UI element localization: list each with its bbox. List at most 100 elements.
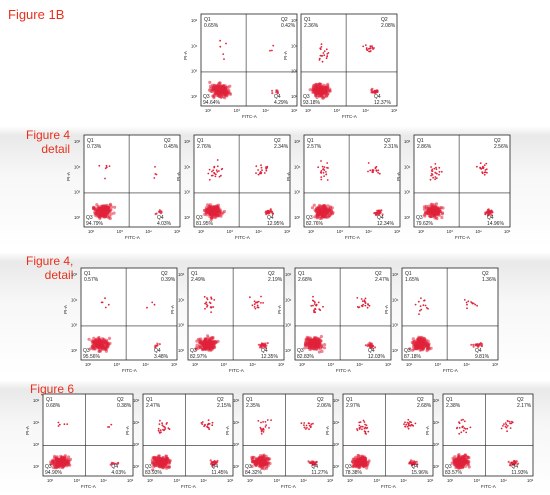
quadrant-label-q4: Q4 [261, 348, 268, 354]
data-point [430, 174, 432, 177]
data-point [320, 170, 323, 172]
data-point [361, 428, 363, 431]
data-point [365, 466, 369, 470]
data-point [355, 460, 359, 464]
data-point [268, 427, 270, 429]
data-point [372, 48, 374, 50]
x-axis-label: FITC-A [481, 484, 497, 489]
y-tick-label: 10³ [285, 323, 292, 328]
data-point [219, 209, 223, 213]
data-point [223, 58, 225, 60]
data-point [466, 455, 470, 459]
data-point [319, 171, 322, 174]
dot-cluster-q3 [450, 453, 471, 470]
data-point [206, 344, 210, 348]
data-point [260, 302, 262, 304]
quadrant-value-q4: 3.48% [154, 354, 169, 360]
data-point [208, 212, 212, 216]
data-point [427, 214, 431, 218]
y-tick-label: 10³ [392, 323, 399, 328]
data-point [464, 428, 467, 430]
quadrant-label-q3: Q3 [196, 215, 203, 221]
y-tick-label: 10³ [294, 190, 301, 195]
data-point [467, 465, 471, 469]
data-point [329, 211, 333, 215]
x-tick-label: 10⁵ [127, 478, 134, 483]
y-tick-label: 10⁴ [191, 43, 198, 48]
data-point [484, 169, 487, 171]
x-tick-label: 10⁴ [356, 362, 363, 367]
data-point [359, 421, 362, 423]
x-tick-label: 10⁴ [500, 478, 507, 483]
data-point [212, 460, 215, 464]
data-point [364, 44, 367, 46]
data-point [367, 430, 370, 433]
y-axis-label: PI-A [396, 171, 401, 181]
data-point [321, 165, 324, 168]
data-point [154, 460, 158, 465]
data-point [436, 172, 438, 175]
dot-scatter-upper [257, 419, 314, 435]
quadrant-value-q2: 1.36% [482, 277, 497, 283]
data-point [113, 205, 117, 209]
data-point [414, 422, 417, 425]
data-point [257, 300, 260, 303]
data-point [414, 344, 418, 348]
y-tick-label: 10⁵ [191, 18, 198, 23]
quadrant-label-q2: Q2 [317, 397, 324, 403]
flow-plot-3-0: Q10.68%Q20.38%Q394.90%Q44.03%10⁵10⁴10³10… [25, 393, 134, 489]
y-tick-label: 10⁵ [233, 398, 240, 403]
data-point [102, 212, 106, 216]
data-point [103, 215, 107, 219]
data-point [95, 211, 99, 215]
quadrant-label-q3: Q3 [345, 464, 352, 470]
quadrant-value-q2: 2.34% [274, 144, 289, 150]
data-point [316, 88, 320, 92]
data-point [108, 203, 112, 207]
data-point [465, 431, 468, 434]
data-point [202, 343, 206, 347]
data-point [67, 461, 71, 465]
data-point [435, 212, 439, 216]
dot-scatter-upper [318, 43, 375, 63]
data-point [208, 168, 211, 171]
data-point [214, 89, 219, 93]
data-point [154, 456, 159, 460]
data-point [374, 166, 377, 169]
data-point [207, 419, 210, 421]
data-point [371, 87, 374, 90]
data-point [412, 339, 416, 343]
dot-cluster-q3 [150, 454, 172, 472]
data-point [378, 172, 381, 175]
data-point [472, 343, 475, 346]
data-point [52, 465, 56, 470]
data-point [417, 300, 420, 303]
y-tick-label: 10² [433, 464, 440, 469]
x-axis-label: FITC-A [336, 368, 352, 373]
data-point [463, 427, 466, 429]
quadrant-label-q3: Q3 [306, 215, 313, 221]
data-point [265, 169, 268, 172]
data-point [307, 339, 311, 344]
quadrant-value-q3: 82.76% [306, 221, 324, 227]
data-point [212, 345, 216, 349]
dot-cluster-q4 [364, 341, 377, 350]
x-axis-label: FITC-A [342, 114, 358, 119]
data-point [211, 170, 213, 173]
data-point [318, 57, 321, 60]
data-point [59, 462, 64, 466]
data-point [215, 93, 219, 97]
data-point [275, 89, 278, 92]
y-tick-label: 10² [291, 94, 298, 99]
x-tick-label: 10⁵ [492, 362, 499, 367]
data-point [227, 90, 231, 94]
data-point [404, 425, 407, 428]
quadrant-value-q3: 82.83% [297, 354, 315, 360]
x-tick-label: 10² [192, 362, 199, 367]
data-point [108, 165, 111, 168]
data-point [107, 303, 110, 306]
y-axis-label: PI-A [66, 171, 71, 181]
dot-cluster-q4 [484, 208, 494, 217]
data-point [431, 168, 434, 171]
data-point [486, 171, 488, 174]
